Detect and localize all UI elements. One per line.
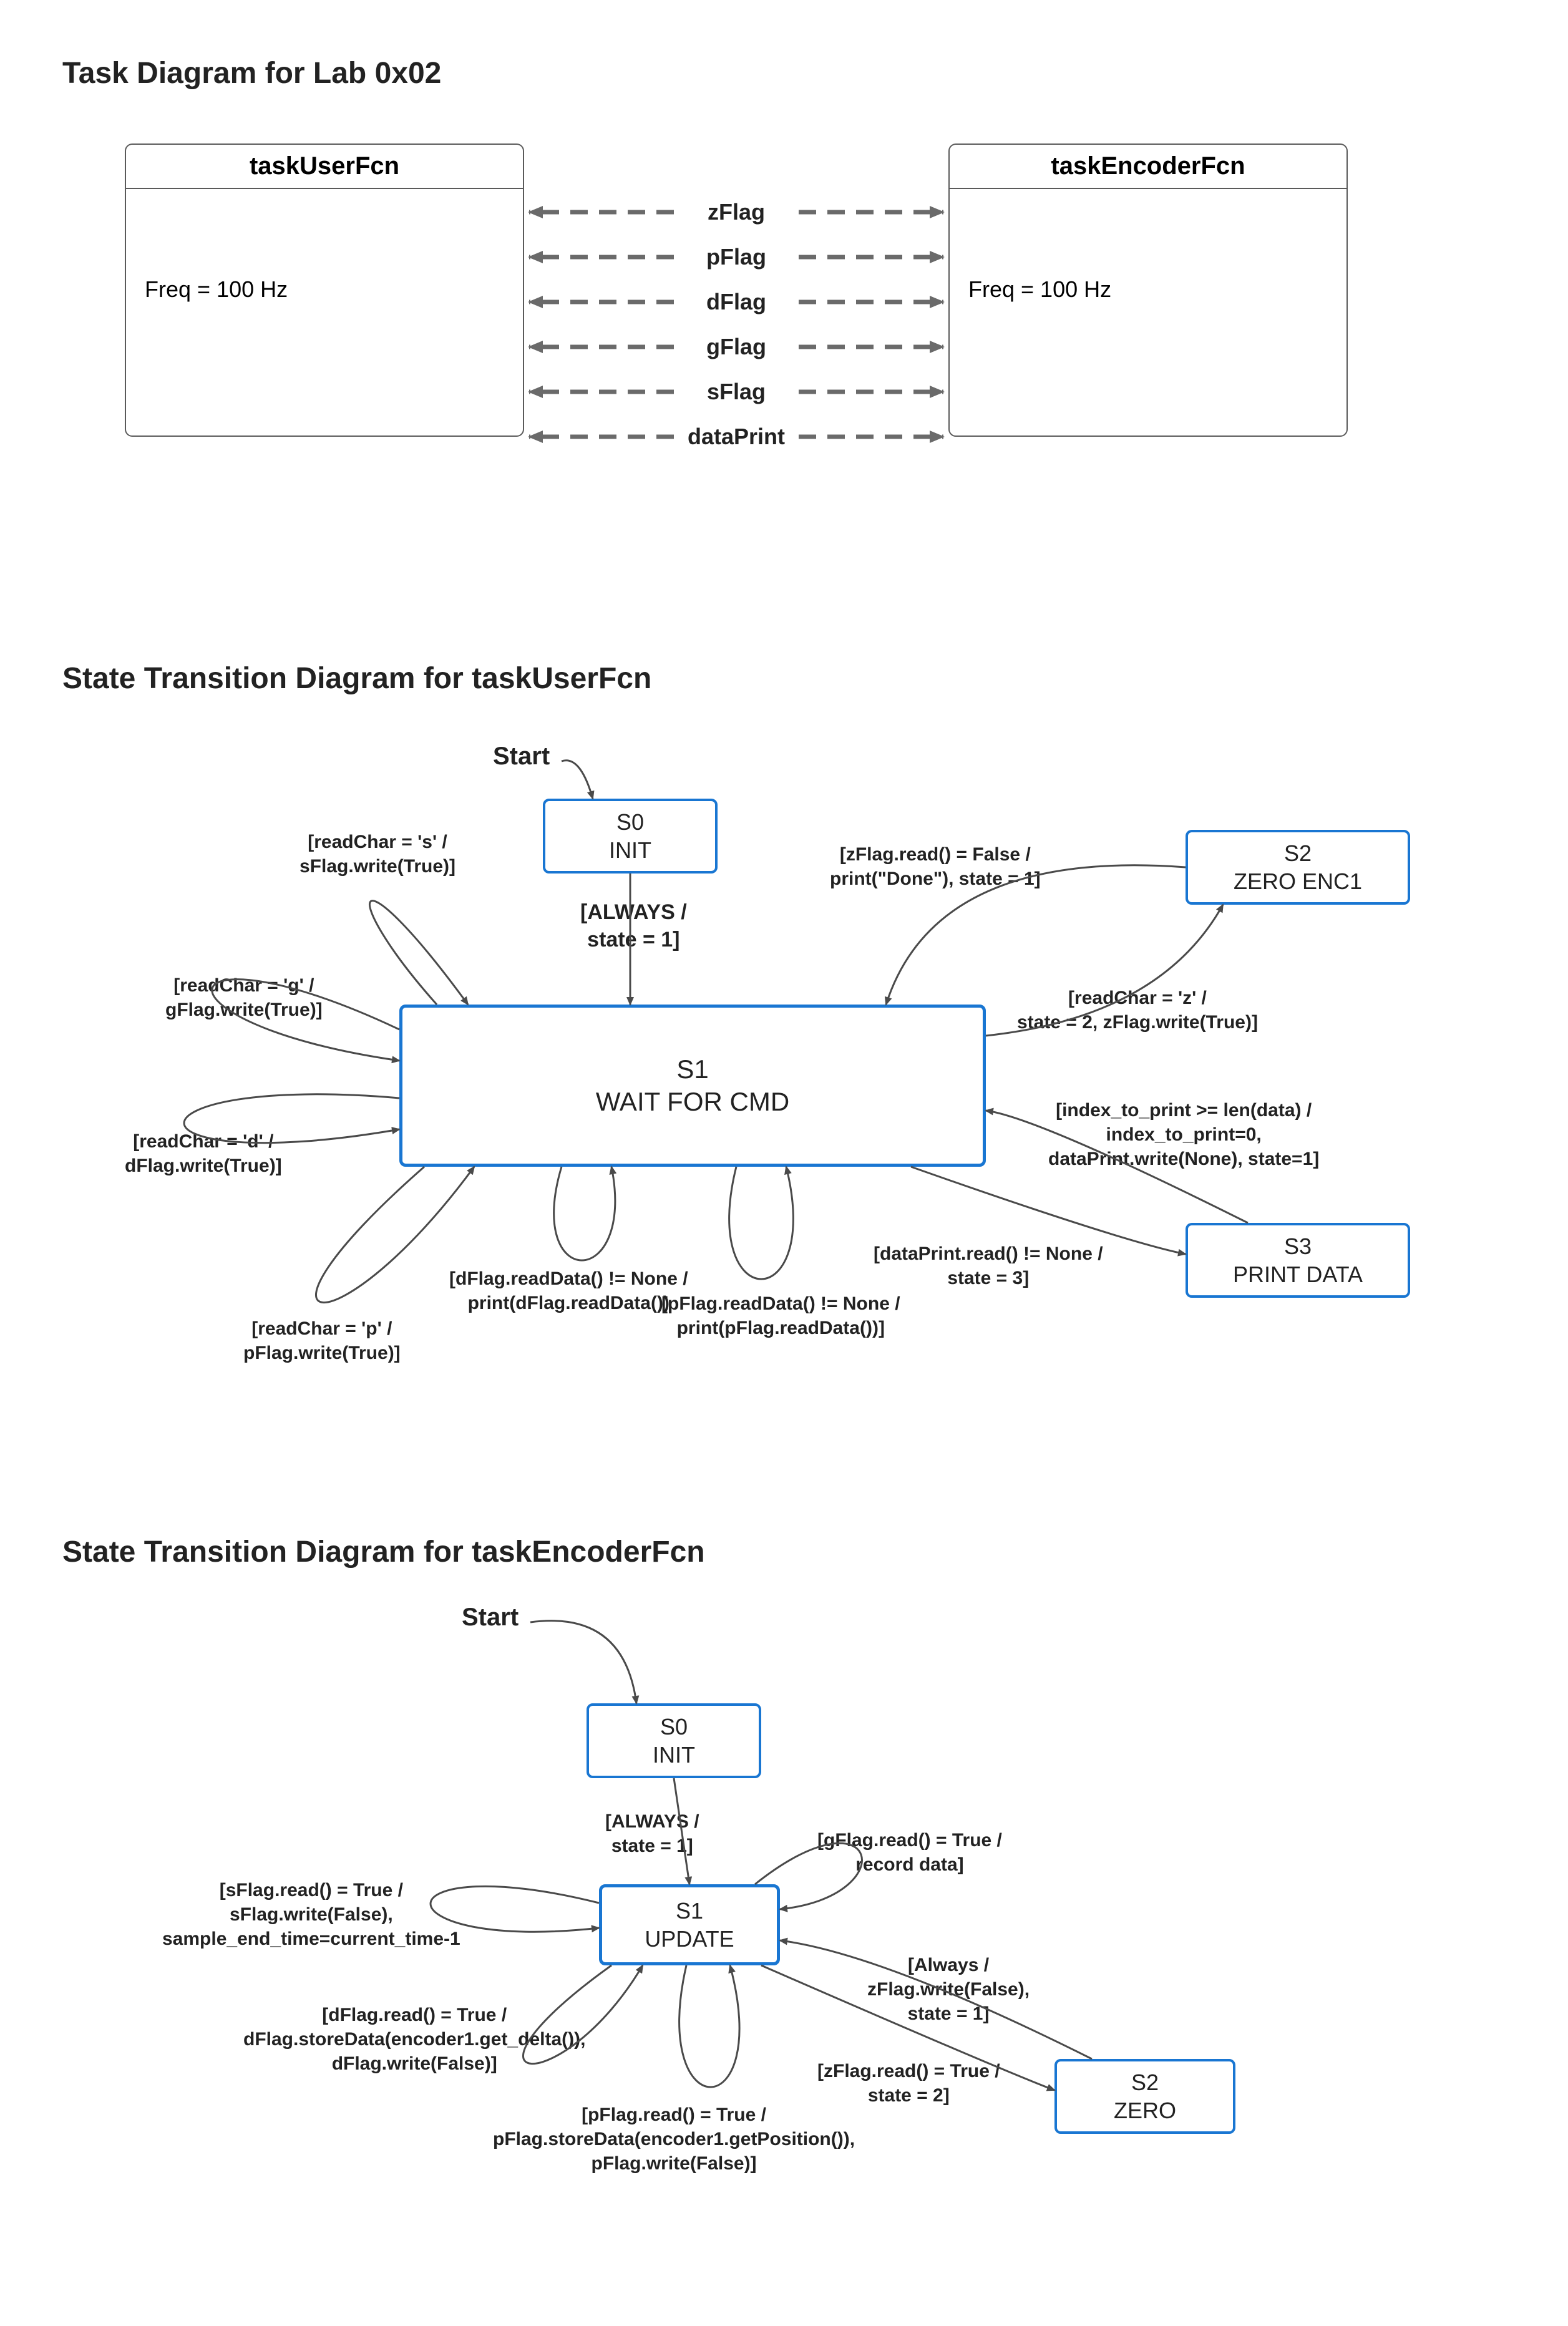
svg-text:sFlag: sFlag <box>707 379 766 404</box>
fsm1-s0-line2: INIT <box>609 836 651 864</box>
fsm1-label-idx: [index_to_print >= len(data) / index_to_… <box>1048 1098 1319 1171</box>
fsm1-label-p-print: [pFlag.readData() != None / print(pFlag.… <box>661 1292 900 1340</box>
fsm1-label-dataprint: [dataPrint.read() != None / state = 3] <box>874 1242 1103 1290</box>
heading-fsm-user: State Transition Diagram for taskUserFcn <box>62 661 651 696</box>
task-box-user-title: taskUserFcn <box>126 145 523 189</box>
fsm2-s0-line1: S0 <box>660 1713 688 1741</box>
heading-task-diagram: Task Diagram for Lab 0x02 <box>62 56 441 90</box>
fsm2-s2-line2: ZERO <box>1114 2096 1176 2124</box>
fsm1-state-s2: S2 ZERO ENC1 <box>1186 830 1410 905</box>
fsm1-label-d-print: [dFlag.readData() != None / print(dFlag.… <box>449 1267 688 1315</box>
fsm2-label-g-read: [gFlag.read() = True / record data] <box>817 1828 1002 1877</box>
fsm1-label-z-write: [readChar = 'z' / state = 2, zFlag.write… <box>1017 986 1258 1034</box>
task-box-encoder: taskEncoderFcn Freq = 100 Hz <box>948 144 1348 437</box>
svg-text:zFlag: zFlag <box>708 199 765 225</box>
fsm2-s2-line1: S2 <box>1131 2068 1159 2096</box>
fsm1-s2-line2: ZERO ENC1 <box>1234 867 1362 895</box>
fsm1-s1-line2: WAIT FOR CMD <box>596 1086 789 1119</box>
fsm1-s1-line1: S1 <box>676 1053 708 1086</box>
fsm1-s3-line2: PRINT DATA <box>1233 1260 1363 1288</box>
fsm2-state-s0: S0 INIT <box>587 1703 761 1778</box>
task-box-user: taskUserFcn Freq = 100 Hz <box>125 144 524 437</box>
fsm1-label-always: [ALWAYS / state = 1] <box>580 898 687 953</box>
fsm1-label-s-write: [readChar = 's' / sFlag.write(True)] <box>299 830 455 878</box>
fsm2-label-p-read: [pFlag.read() = True / pFlag.storeData(e… <box>493 2103 855 2176</box>
svg-text:dFlag: dFlag <box>706 289 766 314</box>
fsm2-label-always2: [Always / zFlag.write(False), state = 1] <box>867 1953 1030 2026</box>
svg-text:dataPrint: dataPrint <box>688 424 785 449</box>
fsm2-s1-line1: S1 <box>676 1897 703 1925</box>
fsm1-state-s1: S1 WAIT FOR CMD <box>399 1005 986 1167</box>
fsm1-s0-line1: S0 <box>616 808 644 836</box>
fsm1-label-d-write: [readChar = 'd' / dFlag.write(True)] <box>125 1129 282 1178</box>
task-box-user-body: Freq = 100 Hz <box>126 189 523 321</box>
fsm2-state-s1: S1 UPDATE <box>599 1884 780 1965</box>
fsm2-label-s-read: [sFlag.read() = True / sFlag.write(False… <box>162 1878 460 1951</box>
fsm2-s1-line2: UPDATE <box>645 1925 734 1953</box>
fsm2-label-always: [ALWAYS / state = 1] <box>605 1809 699 1858</box>
fsm1-label-g-write: [readChar = 'g' / gFlag.write(True)] <box>165 973 323 1022</box>
fsm2-s0-line2: INIT <box>653 1741 695 1769</box>
fsm2-state-s2: S2 ZERO <box>1054 2059 1235 2134</box>
fsm2-label-d-read: [dFlag.read() = True / dFlag.storeData(e… <box>243 2003 585 2076</box>
fsm1-s2-line1: S2 <box>1284 839 1312 867</box>
fsm1-s3-line1: S3 <box>1284 1232 1312 1260</box>
fsm1-label-p-write: [readChar = 'p' / pFlag.write(True)] <box>243 1316 401 1365</box>
task-box-encoder-title: taskEncoderFcn <box>950 145 1346 189</box>
svg-text:pFlag: pFlag <box>706 244 766 270</box>
fsm2-start-label: Start <box>462 1603 519 1632</box>
svg-text:gFlag: gFlag <box>706 334 766 359</box>
fsm1-state-s3: S3 PRINT DATA <box>1186 1223 1410 1298</box>
fsm1-start-label: Start <box>493 742 550 771</box>
fsm2-label-z-read: [zFlag.read() = True / state = 2] <box>817 2059 1000 2108</box>
fsm1-label-z-read: [zFlag.read() = False / print("Done"), s… <box>830 842 1041 891</box>
task-box-encoder-body: Freq = 100 Hz <box>950 189 1346 321</box>
heading-fsm-encoder: State Transition Diagram for taskEncoder… <box>62 1535 705 1569</box>
fsm1-state-s0: S0 INIT <box>543 799 718 873</box>
